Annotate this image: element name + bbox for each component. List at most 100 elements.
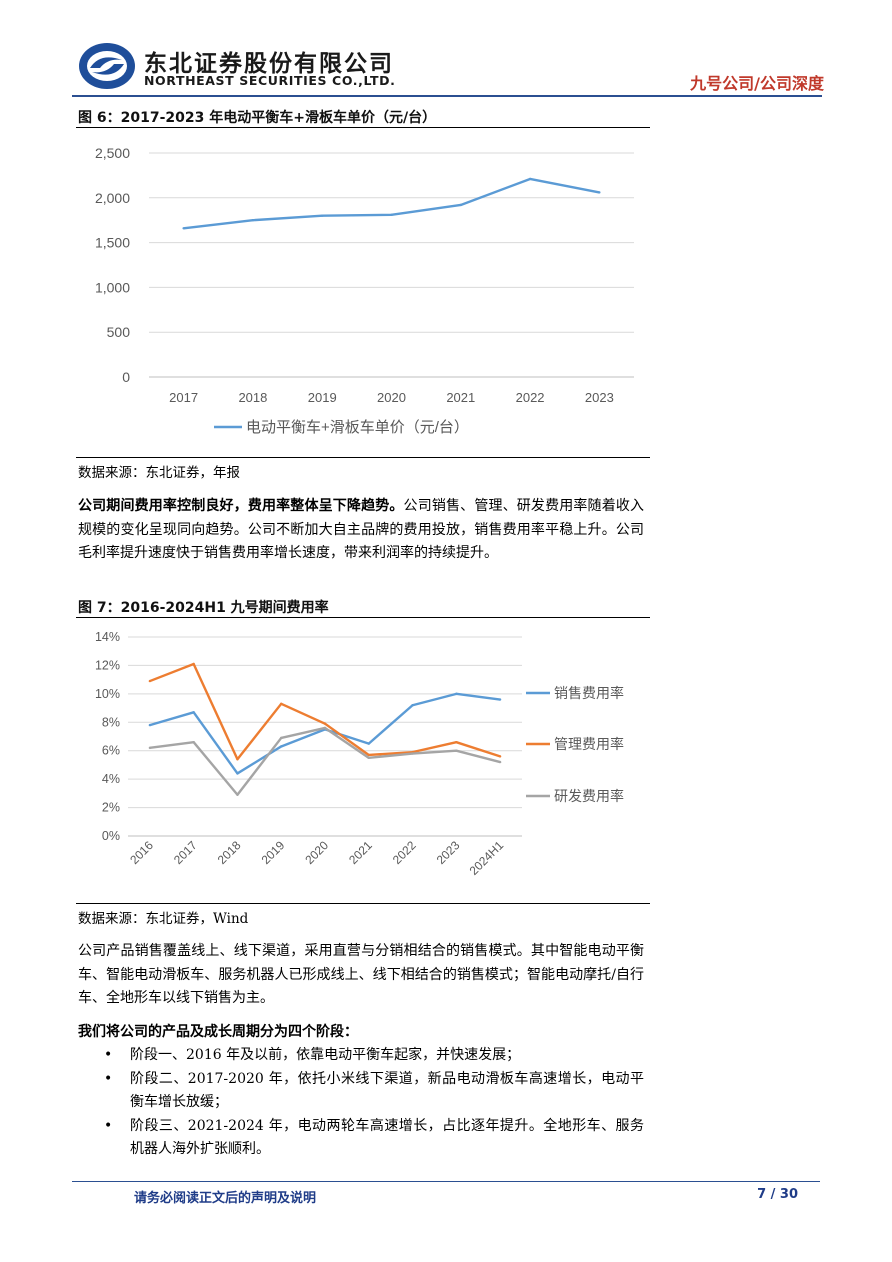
bullet-icon: • <box>104 1047 113 1063</box>
y-tick-label: 0% <box>102 829 120 843</box>
x-tick-label: 2017 <box>171 838 200 867</box>
legend-label: 销售费用率 <box>554 685 624 701</box>
data-point <box>148 723 152 727</box>
data-point <box>236 793 239 796</box>
footer-disclaimer: 请务必阅读正文后的声明及说明 <box>134 1191 317 1206</box>
data-point <box>367 756 370 760</box>
header-rule <box>72 95 822 97</box>
series-line <box>149 692 501 775</box>
list-item: • 阶段一、2016 年及以前，依靠电动平衡车起家，并快速发展； <box>78 1044 644 1068</box>
x-tick-label: 2019 <box>259 838 288 867</box>
footer-rule <box>72 1181 820 1182</box>
list-item: • 阶段三、2021-2024 年，电动两轮车高速增长，占比逐年提升。全地形车、… <box>78 1115 644 1162</box>
x-tick-label: 2023 <box>585 390 614 405</box>
legend-label: 管理费用率 <box>554 736 624 752</box>
x-tick-label: 2021 <box>446 390 475 405</box>
y-tick-label: 6% <box>102 744 120 758</box>
data-point <box>498 755 502 758</box>
data-point <box>236 758 239 761</box>
data-point <box>367 742 370 745</box>
y-tick-label: 2% <box>102 801 120 815</box>
y-tick-label: 1,500 <box>95 235 130 251</box>
y-tick-label: 1,000 <box>95 279 130 295</box>
figure7-bottom-rule <box>76 903 650 904</box>
stage-item-text: 阶段一、2016 年及以前，依靠电动平衡车起家，并快速发展； <box>130 1047 521 1063</box>
x-tick-label: 2020 <box>377 390 406 405</box>
paragraph-stages-lead: 我们将公司的产品及成长周期分为四个阶段： <box>78 1021 644 1045</box>
paragraph-sales-channels: 公司产品销售覆盖线上、线下渠道，采用直营与分销相结合的销售模式。其中智能电动平衡… <box>78 943 644 1006</box>
stage-item-text: 阶段三、2021-2024 年，电动两轮车高速增长，占比逐年提升。全地形车、服务… <box>130 1117 644 1158</box>
x-tick-label: 2021 <box>346 838 375 867</box>
data-point <box>192 740 195 744</box>
paragraph-expense-trend: 公司期间费用率控制良好，费用率整体呈下降趋势。公司销售、管理、研发费用率随着收入… <box>78 495 644 566</box>
figure7-top-rule <box>76 617 650 618</box>
data-point <box>251 219 255 222</box>
y-tick-label: 14% <box>95 630 120 644</box>
x-tick-label: 2018 <box>238 390 267 405</box>
series-line <box>183 177 600 230</box>
figure7-source: 数据来源：东北证券，Wind <box>78 911 249 927</box>
x-tick-label: 2022 <box>516 390 545 405</box>
x-tick-label: 2022 <box>390 838 419 867</box>
x-tick-label: 2016 <box>127 838 156 867</box>
data-point <box>455 749 458 752</box>
data-point <box>148 746 152 750</box>
x-tick-label: 2024H1 <box>467 838 507 878</box>
company-name-en: NORTHEAST SECURITIES CO.,LTD. <box>144 73 396 88</box>
data-point <box>148 679 152 683</box>
y-tick-label: 2,000 <box>95 190 130 206</box>
series-line <box>149 726 501 796</box>
y-tick-label: 2,500 <box>95 145 130 161</box>
data-point <box>280 702 283 706</box>
y-tick-label: 10% <box>95 687 120 701</box>
data-point <box>411 752 414 755</box>
stage-item-text: 阶段二、2017-2020 年，依托小米线下渠道，新品电动滑板车高速增长，电动平… <box>130 1070 644 1111</box>
figure6-bottom-rule <box>76 457 650 458</box>
data-point <box>459 203 462 207</box>
y-tick-label: 8% <box>102 715 120 729</box>
figure6-source: 数据来源：东北证券，年报 <box>78 465 240 481</box>
x-tick-label: 2017 <box>169 390 198 405</box>
y-tick-label: 0 <box>122 369 130 385</box>
data-point <box>390 213 393 217</box>
data-point <box>192 662 195 666</box>
data-point <box>236 772 239 775</box>
data-point <box>528 177 532 181</box>
figure6-chart: 0 500 1,000 1,500 2,000 2,500 2017 2018 2019 2020… <box>95 145 634 436</box>
data-point <box>598 191 601 194</box>
bullet-icon: • <box>104 1117 113 1134</box>
data-point <box>367 753 370 757</box>
data-point <box>280 736 283 740</box>
data-point <box>323 722 327 725</box>
data-point <box>411 704 414 707</box>
figure6-caption: 图 6：2017-2023 年电动平衡车+滑板车单价（元/台） <box>78 110 437 126</box>
data-point <box>182 227 185 230</box>
y-tick-label: 4% <box>102 772 120 786</box>
paragraph-expense-trend-body: 公司销售、管理、研发费用率随着收入规模的变化呈现同向趋势。公司不断加大自主品牌的… <box>78 498 645 561</box>
x-tick-label: 2019 <box>308 390 337 405</box>
figure7-caption: 图 7：2016-2024H1 九号期间费用率 <box>78 600 329 616</box>
doc-type: 九号公司/公司深度 <box>690 74 824 93</box>
company-name-cn: 东北证券股份有限公司 <box>144 51 394 77</box>
x-tick-label: 2018 <box>215 838 244 867</box>
y-tick-label: 12% <box>95 658 120 672</box>
paragraph-expense-trend-lead: 公司期间费用率控制良好，费用率整体呈下降趋势。 <box>78 498 404 514</box>
list-item: • 阶段二、2017-2020 年，依托小米线下渠道，新品电动滑板车高速增长，电… <box>78 1068 644 1115</box>
data-point <box>498 760 502 764</box>
data-point <box>192 711 195 714</box>
legend-label: 电动平衡车+滑板车单价（元/台） <box>246 418 469 436</box>
bullet-icon: • <box>104 1070 113 1087</box>
legend-label: 研发费用率 <box>554 788 624 804</box>
data-point <box>321 214 324 217</box>
figure6-top-rule <box>76 127 650 128</box>
data-point <box>498 698 502 701</box>
x-tick-label: 2023 <box>434 838 463 867</box>
data-point <box>323 726 327 730</box>
series-line <box>149 662 501 761</box>
data-point <box>455 692 458 696</box>
page-number: 7 / 30 <box>757 1187 798 1202</box>
data-point <box>280 745 283 748</box>
stage-list: • 阶段一、2016 年及以前，依靠电动平衡车起家，并快速发展； • 阶段二、2… <box>78 1044 644 1162</box>
data-point <box>455 740 458 744</box>
paragraph-stages-lead-text: 我们将公司的产品及成长周期分为四个阶段： <box>78 1024 358 1040</box>
